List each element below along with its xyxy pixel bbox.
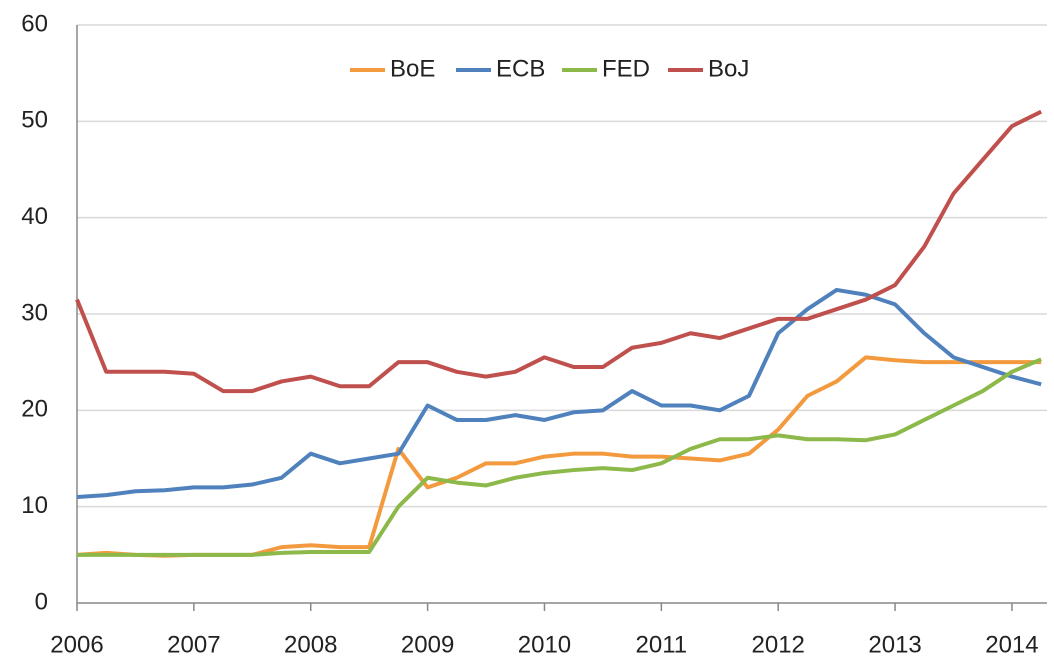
x-tick-label: 2010 xyxy=(518,631,571,658)
data-line xyxy=(76,355,1042,558)
legend-label: FED xyxy=(602,55,650,82)
x-tick-label: 2006 xyxy=(50,631,103,658)
y-tick-label: 60 xyxy=(21,10,48,37)
data-line xyxy=(75,109,1043,394)
y-tick-label: 10 xyxy=(21,492,48,519)
y-tick-label: 50 xyxy=(21,107,48,134)
data-line xyxy=(76,287,1042,500)
legend-label: BoJ xyxy=(708,55,749,82)
x-tick-label: 2014 xyxy=(985,631,1038,658)
legend-label: ECB xyxy=(496,55,545,82)
y-tick-label: 40 xyxy=(21,203,48,230)
x-tick-label: 2008 xyxy=(284,631,337,658)
x-tick-label: 2013 xyxy=(868,631,921,658)
x-tick-label: 2012 xyxy=(752,631,805,658)
legend-label: BoE xyxy=(390,55,435,82)
y-tick-label: 20 xyxy=(21,396,48,423)
y-tick-label: 30 xyxy=(21,299,48,326)
x-tick-label: 2011 xyxy=(636,631,688,658)
x-tick-label: 2007 xyxy=(167,631,220,658)
y-tick-label: 0 xyxy=(35,588,48,615)
x-tick-label: 2009 xyxy=(401,631,454,658)
data-line xyxy=(77,357,1042,557)
